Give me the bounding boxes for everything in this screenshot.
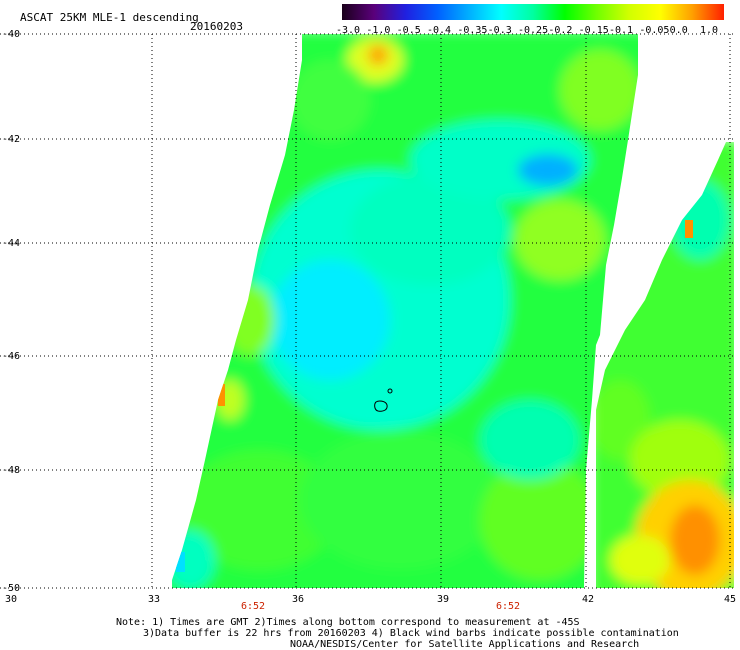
- latitude-label: -42: [2, 134, 20, 145]
- latitude-label: -48: [2, 465, 20, 476]
- latitude-label: -44: [2, 238, 20, 249]
- longitude-label: 30: [5, 594, 17, 605]
- contour-lines: [374, 388, 393, 412]
- note-line-1: Note: 1) Times are GMT 2)Times along bot…: [116, 617, 580, 628]
- latitude-label: -46: [2, 351, 20, 362]
- note-line-2: 3)Data buffer is 22 hrs from 20160203 4)…: [143, 628, 679, 639]
- colorbar-label: -0.4: [427, 25, 452, 36]
- colorbar-label: -0.25: [518, 25, 549, 36]
- longitude-labels: 30 33 36 39 42 45: [5, 594, 736, 605]
- colorbar-label: -1.0: [366, 25, 391, 36]
- colorbar-label: 1.0: [700, 25, 719, 36]
- longitude-label: 45: [724, 594, 736, 605]
- colorbar-label: -0.1: [609, 25, 634, 36]
- longitude-label: 42: [582, 594, 594, 605]
- colorbar-gradient: [342, 4, 724, 20]
- latitude-labels: -40 -42 -44 -46 -48 -50: [2, 29, 20, 594]
- colorbar-label: -0.15: [578, 25, 609, 36]
- colorbar-label: -0.2: [548, 25, 573, 36]
- product-title: ASCAT 25KM MLE-1 descending: [20, 11, 199, 24]
- colorbar-label: -0.35: [457, 25, 488, 36]
- colorbar-label: -0.3: [487, 25, 512, 36]
- longitude-label: 36: [292, 594, 304, 605]
- graticule-grid: [0, 33, 734, 589]
- colorbar-label: -0.5: [396, 25, 421, 36]
- latitude-label: -40: [2, 29, 20, 40]
- colorbar-label: -3.0: [336, 25, 361, 36]
- note-line-3: NOAA/NESDIS/Center for Satellite Applica…: [290, 639, 640, 650]
- swath-west: [172, 34, 638, 588]
- product-date: 20160203: [190, 20, 243, 33]
- time-labels: 6:52 6:52: [241, 601, 520, 612]
- time-label: 6:52: [241, 601, 265, 612]
- longitude-label: 39: [437, 594, 449, 605]
- time-label: 6:52: [496, 601, 520, 612]
- colorbar-label: 0.0: [669, 25, 688, 36]
- longitude-label: 33: [148, 594, 160, 605]
- latitude-label: -50: [2, 583, 20, 594]
- colorbar-label: -0.05: [639, 25, 670, 36]
- colorbar-legend: [342, 4, 724, 20]
